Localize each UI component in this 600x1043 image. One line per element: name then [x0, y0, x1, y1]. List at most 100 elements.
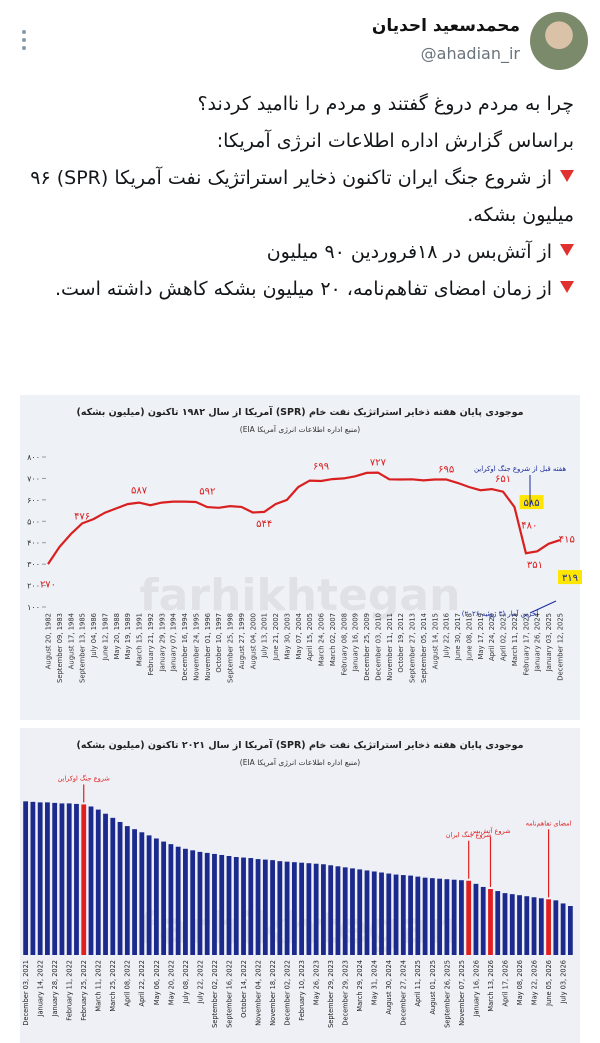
bar	[23, 801, 29, 955]
bar	[183, 848, 188, 955]
x-tick-label: August 27, 1999	[238, 613, 246, 669]
line	[47, 471, 561, 565]
bar	[132, 829, 137, 955]
x-tick-label: September 29, 2023	[327, 960, 335, 1028]
bar	[88, 806, 94, 955]
bar	[313, 863, 319, 955]
data-annotation: ۶۹۹	[313, 462, 329, 473]
x-tick-label: April 22, 2022	[138, 960, 146, 1007]
bar	[408, 875, 413, 955]
bar	[321, 864, 326, 955]
tweet-body: چرا به مردم دروغ گفتند و مردم را ناامید …	[22, 86, 574, 308]
bar	[124, 826, 130, 955]
bar	[429, 878, 435, 955]
bar	[444, 879, 450, 955]
tweet-line: براساس گزارش اداره اطلاعات انرژی آمریکا:	[216, 130, 574, 152]
bar	[59, 803, 65, 955]
x-tick-label: July 03, 2026	[560, 960, 568, 1004]
bar	[342, 867, 348, 955]
x-tick-label: May 17, 2019	[477, 613, 485, 659]
x-tick-label: September 13, 1985	[79, 613, 87, 683]
x-tick-label: December 16, 1994	[181, 613, 189, 681]
bar	[37, 802, 43, 955]
x-tick-label: June 12, 1987	[101, 613, 109, 661]
menu-button[interactable]	[22, 30, 26, 54]
bar	[495, 891, 501, 955]
x-tick-label: December 29, 2023	[342, 960, 350, 1026]
bar	[103, 813, 108, 955]
bar	[255, 859, 261, 955]
bar	[291, 862, 297, 955]
bar	[284, 861, 290, 955]
x-tick-label: May 19, 1989	[124, 613, 132, 659]
bar	[531, 897, 537, 955]
x-tick-label: December 27, 2024	[400, 960, 408, 1026]
bar	[306, 863, 312, 955]
bar	[212, 853, 217, 955]
x-tick-label: January 16, 2026	[472, 960, 480, 1017]
x-tick-label: July 22, 2016	[443, 613, 451, 659]
x-tick-label: July 08, 2022	[182, 960, 190, 1004]
bar	[546, 899, 551, 955]
bar	[146, 835, 152, 955]
x-tick-label: January 14, 2022	[37, 960, 45, 1017]
bar	[480, 886, 486, 955]
chart-panel	[20, 395, 580, 720]
x-tick-label: August 04, 2000	[249, 613, 257, 669]
bullet-text: از شروع جنگ ایران تاکنون ذخایر استراتژیک…	[30, 167, 574, 226]
bar	[66, 803, 72, 955]
x-tick-label: November 24, 1995	[192, 613, 200, 681]
x-tick-label: February 11, 2022	[66, 960, 74, 1021]
x-tick-label: March 24, 2006	[318, 613, 326, 666]
bar	[538, 898, 544, 955]
bar	[386, 873, 392, 955]
data-annotation: ۷۲۷	[370, 458, 387, 469]
x-tick-label: July 13, 2001	[261, 613, 269, 659]
data-annotation: ۴۱۵	[559, 535, 575, 546]
bar	[30, 801, 36, 955]
data-annotation: ۶۹۵	[438, 465, 454, 476]
x-tick-label: January 07, 1994	[170, 613, 178, 672]
x-tick-label: September 27, 2013	[409, 613, 417, 683]
author-handle[interactable]: @ahadian_ir	[420, 44, 520, 63]
bar	[517, 895, 522, 955]
x-tick-label: April 11, 2025	[414, 960, 422, 1007]
bar-annotation: شروع جنگ اوکراین	[58, 774, 110, 782]
x-tick-label: May 20, 1988	[113, 613, 121, 659]
bar	[81, 804, 87, 955]
bar	[335, 866, 341, 955]
x-tick-label: August 01, 2025	[429, 960, 437, 1015]
bar	[161, 841, 167, 955]
bar	[117, 821, 123, 955]
x-tick-label: October 14, 2022	[240, 960, 248, 1018]
y-tick-label: ۵۰۰	[27, 517, 40, 526]
bullet: از شروع جنگ ایران تاکنون ذخایر استراتژیک…	[22, 160, 574, 234]
x-tick-label: November 07, 2025	[458, 960, 466, 1026]
bar	[473, 883, 479, 955]
x-tick-label: November 18, 2022	[269, 960, 277, 1026]
data-annotation: ۳۱۹	[562, 573, 578, 584]
bar	[357, 869, 363, 955]
x-tick-label: May 30, 2003	[283, 613, 291, 659]
data-annotation: ۲۷۰	[40, 580, 56, 591]
x-tick-label: November 04, 2022	[254, 960, 262, 1026]
data-annotation: ۵۹۲	[199, 487, 215, 498]
x-tick-label: May 22, 2026	[530, 960, 538, 1005]
author-name[interactable]: محمدسعید احدیان	[371, 16, 520, 36]
watermark: farhikhtegan	[140, 570, 461, 621]
bar-annotation: امضای تفاهم‌نامه	[526, 819, 572, 827]
y-tick-label: ۱۰۰	[27, 603, 40, 612]
bar	[45, 802, 50, 955]
y-tick-label: ۷۰۰	[27, 474, 40, 483]
x-tick-label: May 20, 2022	[167, 960, 175, 1005]
x-tick-label: February 21, 1992	[147, 613, 155, 676]
x-tick-label: August 17, 1984	[67, 613, 75, 669]
bar	[233, 857, 239, 955]
bar-annotation: شروع جنگ ایران	[446, 831, 492, 839]
x-tick-label: March 13, 2026	[487, 960, 495, 1012]
avatar[interactable]	[530, 12, 588, 70]
y-tick-label: ۶۰۰	[27, 496, 40, 505]
x-tick-label: February 10, 2023	[298, 960, 306, 1021]
y-tick-label: ۴۰۰	[27, 539, 40, 548]
bar	[270, 860, 275, 955]
